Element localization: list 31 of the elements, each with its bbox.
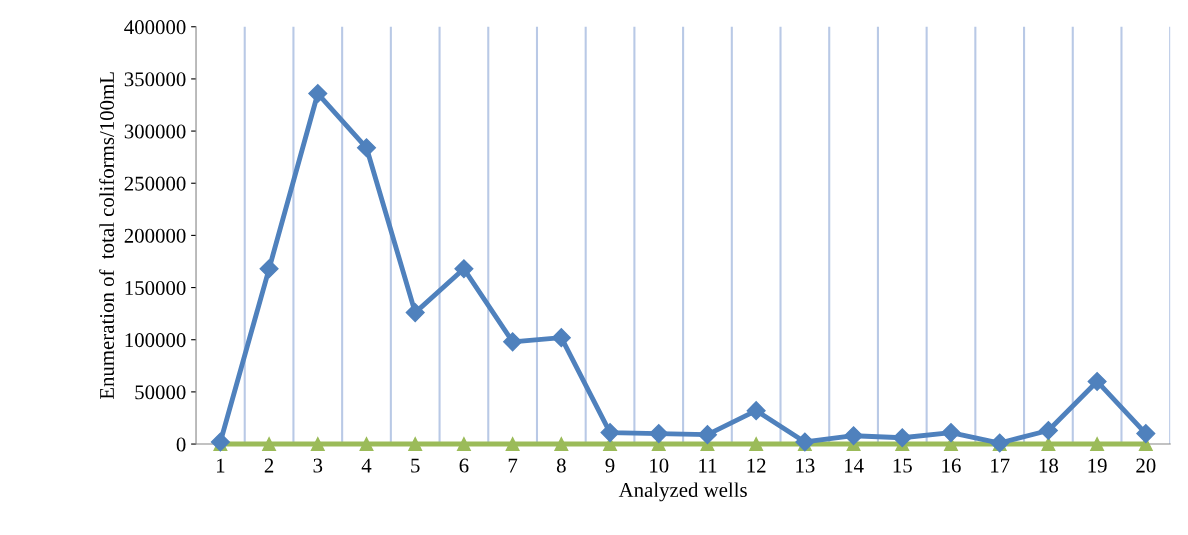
x-tick-label: 18 [1039, 458, 1059, 473]
x-tick-label: 11 [699, 458, 717, 473]
y-tick-label: 50000 [135, 385, 186, 400]
x-tick-label: 20 [1136, 458, 1156, 473]
y-tick-label: 100000 [125, 333, 186, 348]
x-tick-label: 5 [411, 458, 420, 473]
y-tick-label: 350000 [124, 72, 186, 87]
x-tick-label: 17 [991, 458, 1010, 473]
x-tick-label: 12 [747, 458, 766, 473]
x-tick-label: 7 [508, 458, 518, 473]
x-tick-label: 6 [459, 458, 469, 473]
y-axis-title: Enumeration of total coliforms/100mL [99, 72, 115, 400]
y-tick-label: 200000 [124, 228, 186, 243]
x-tick-label: 8 [556, 458, 566, 473]
x-tick-label: 2 [264, 458, 274, 473]
x-tick-label: 9 [605, 458, 615, 473]
x-tick-label: 4 [361, 458, 372, 473]
y-tick-label: 300000 [124, 124, 186, 139]
x-tick-label: 1 [217, 458, 225, 473]
y-tick-label: 400000 [124, 20, 186, 35]
y-tick-label: 0 [176, 437, 186, 452]
y-tick-label: 250000 [124, 176, 186, 191]
x-axis-title: Analyzed wells [618, 482, 747, 502]
x-tick-label: 14 [844, 458, 864, 473]
x-tick-label: 19 [1088, 458, 1107, 473]
x-tick-label: 16 [942, 458, 961, 473]
x-tick-label: 3 [313, 458, 323, 473]
x-tick-label: 10 [650, 458, 669, 473]
y-tick-label: 150000 [125, 280, 186, 295]
x-tick-label: 15 [893, 458, 912, 473]
x-tick-label: 13 [796, 458, 815, 473]
